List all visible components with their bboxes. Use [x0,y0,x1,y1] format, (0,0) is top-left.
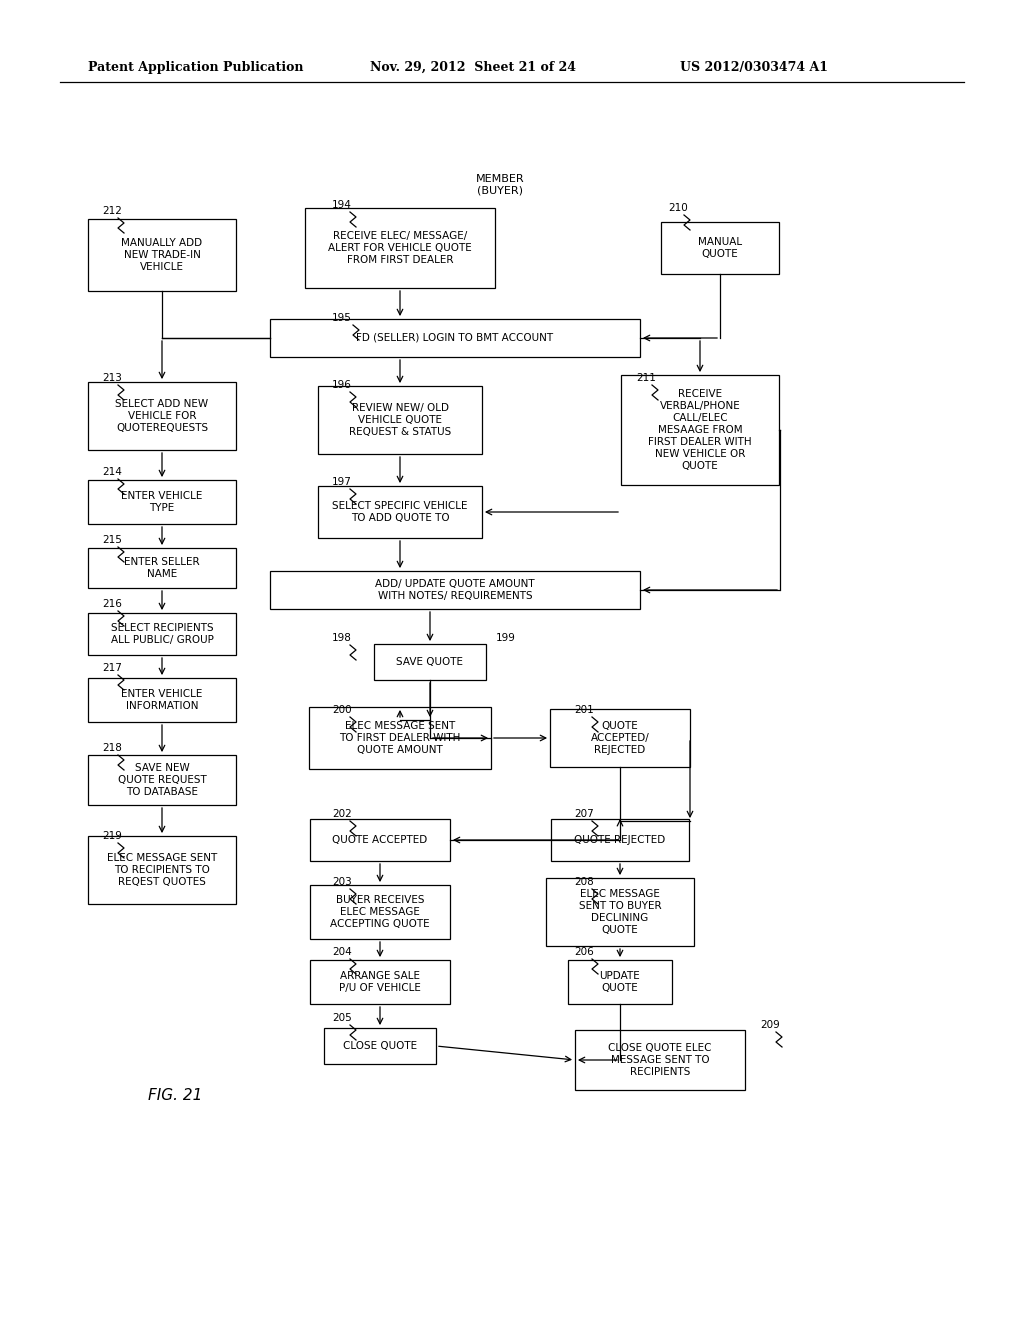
Text: 202: 202 [332,809,352,818]
Bar [568,960,672,1005]
Text: 217: 217 [102,663,122,673]
Text: 208: 208 [574,876,594,887]
Text: 211: 211 [636,374,656,383]
Text: REVIEW NEW/ OLD
VEHICLE QUOTE
REQUEST & STATUS: REVIEW NEW/ OLD VEHICLE QUOTE REQUEST & … [349,403,452,437]
Text: CLOSE QUOTE ELEC
MESSAGE SENT TO
RECIPIENTS: CLOSE QUOTE ELEC MESSAGE SENT TO RECIPIE… [608,1043,712,1077]
Text: QUOTE REJECTED: QUOTE REJECTED [574,836,666,845]
Bar [575,1030,745,1090]
Bar [88,381,236,450]
Bar [550,709,690,767]
Text: RECEIVE
VERBAL/PHONE
CALL/ELEC
MESAAGE FROM
FIRST DEALER WITH
NEW VEHICLE OR
QUO: RECEIVE VERBAL/PHONE CALL/ELEC MESAAGE F… [648,389,752,471]
Bar [88,836,236,904]
Bar [318,486,482,539]
Text: ARRANGE SALE
P/U OF VEHICLE: ARRANGE SALE P/U OF VEHICLE [339,972,421,993]
Bar [88,219,236,290]
Bar [374,644,486,680]
Text: SELECT RECIPIENTS
ALL PUBLIC/ GROUP: SELECT RECIPIENTS ALL PUBLIC/ GROUP [111,623,213,645]
Text: 205: 205 [332,1012,352,1023]
Bar [310,884,450,939]
Text: ELEC MESSAGE
SENT TO BUYER
DECLINING
QUOTE: ELEC MESSAGE SENT TO BUYER DECLINING QUO… [579,888,662,935]
Bar [309,708,490,770]
Text: Nov. 29, 2012  Sheet 21 of 24: Nov. 29, 2012 Sheet 21 of 24 [370,61,575,74]
Text: 200: 200 [332,705,351,715]
Bar [546,878,694,946]
Text: 203: 203 [332,876,352,887]
Text: 206: 206 [574,946,594,957]
Bar [270,572,640,609]
Text: FIG. 21: FIG. 21 [147,1088,202,1102]
Text: 199: 199 [496,634,516,643]
Text: 214: 214 [102,467,122,477]
Bar [305,209,495,288]
Text: QUOTE
ACCEPTED/
REJECTED: QUOTE ACCEPTED/ REJECTED [591,721,649,755]
Text: BUYER RECEIVES
ELEC MESSAGE
ACCEPTING QUOTE: BUYER RECEIVES ELEC MESSAGE ACCEPTING QU… [330,895,430,929]
Bar [270,319,640,356]
Bar [310,818,450,861]
Text: US 2012/0303474 A1: US 2012/0303474 A1 [680,61,828,74]
Text: 212: 212 [102,206,122,216]
Text: 219: 219 [102,832,122,841]
Text: 198: 198 [332,634,352,643]
Text: 209: 209 [760,1020,779,1030]
Text: FD (SELLER) LOGIN TO BMT ACCOUNT: FD (SELLER) LOGIN TO BMT ACCOUNT [356,333,554,343]
Text: ENTER VEHICLE
INFORMATION: ENTER VEHICLE INFORMATION [121,689,203,711]
Text: 218: 218 [102,743,122,752]
Text: 210: 210 [668,203,688,213]
Bar [310,960,450,1005]
Text: 197: 197 [332,477,352,487]
Text: RECEIVE ELEC/ MESSAGE/
ALERT FOR VEHICLE QUOTE
FROM FIRST DEALER: RECEIVE ELEC/ MESSAGE/ ALERT FOR VEHICLE… [328,231,472,265]
Text: 207: 207 [574,809,594,818]
Text: ENTER VEHICLE
TYPE: ENTER VEHICLE TYPE [121,491,203,513]
Text: ELEC MESSAGE SENT
TO RECIPIENTS TO
REQEST QUOTES: ELEC MESSAGE SENT TO RECIPIENTS TO REQES… [106,853,217,887]
Text: MANUAL
QUOTE: MANUAL QUOTE [698,238,742,259]
Text: MANUALLY ADD
NEW TRADE-IN
VEHICLE: MANUALLY ADD NEW TRADE-IN VEHICLE [122,238,203,272]
Text: ENTER SELLER
NAME: ENTER SELLER NAME [124,557,200,579]
Text: 194: 194 [332,201,352,210]
Text: Patent Application Publication: Patent Application Publication [88,61,303,74]
Text: 195: 195 [332,313,352,323]
Bar [621,375,779,484]
Text: 216: 216 [102,599,122,609]
Text: ELEC MESSAGE SENT
TO FIRST DEALER WITH
QUOTE AMOUNT: ELEC MESSAGE SENT TO FIRST DEALER WITH Q… [339,721,461,755]
Text: 215: 215 [102,535,122,545]
Text: UPDATE
QUOTE: UPDATE QUOTE [600,972,640,993]
Text: SELECT ADD NEW
VEHICLE FOR
QUOTEREQUESTS: SELECT ADD NEW VEHICLE FOR QUOTEREQUESTS [116,399,209,433]
Text: 204: 204 [332,946,352,957]
Text: 196: 196 [332,380,352,389]
Text: CLOSE QUOTE: CLOSE QUOTE [343,1041,417,1051]
Bar [318,385,482,454]
Text: 213: 213 [102,374,122,383]
Text: MEMBER
(BUYER): MEMBER (BUYER) [476,174,524,195]
Text: QUOTE ACCEPTED: QUOTE ACCEPTED [333,836,428,845]
Bar [88,548,236,587]
Bar [551,818,689,861]
Bar [662,222,779,275]
Bar [88,755,236,805]
Text: SELECT SPECIFIC VEHICLE
TO ADD QUOTE TO: SELECT SPECIFIC VEHICLE TO ADD QUOTE TO [332,502,468,523]
Bar [324,1028,436,1064]
Bar [88,480,236,524]
Bar [88,612,236,655]
Text: ADD/ UPDATE QUOTE AMOUNT
WITH NOTES/ REQUIREMENTS: ADD/ UPDATE QUOTE AMOUNT WITH NOTES/ REQ… [375,579,535,601]
Text: 201: 201 [574,705,594,715]
Text: SAVE NEW
QUOTE REQUEST
TO DATABASE: SAVE NEW QUOTE REQUEST TO DATABASE [118,763,207,797]
Text: SAVE QUOTE: SAVE QUOTE [396,657,464,667]
Bar [88,678,236,722]
